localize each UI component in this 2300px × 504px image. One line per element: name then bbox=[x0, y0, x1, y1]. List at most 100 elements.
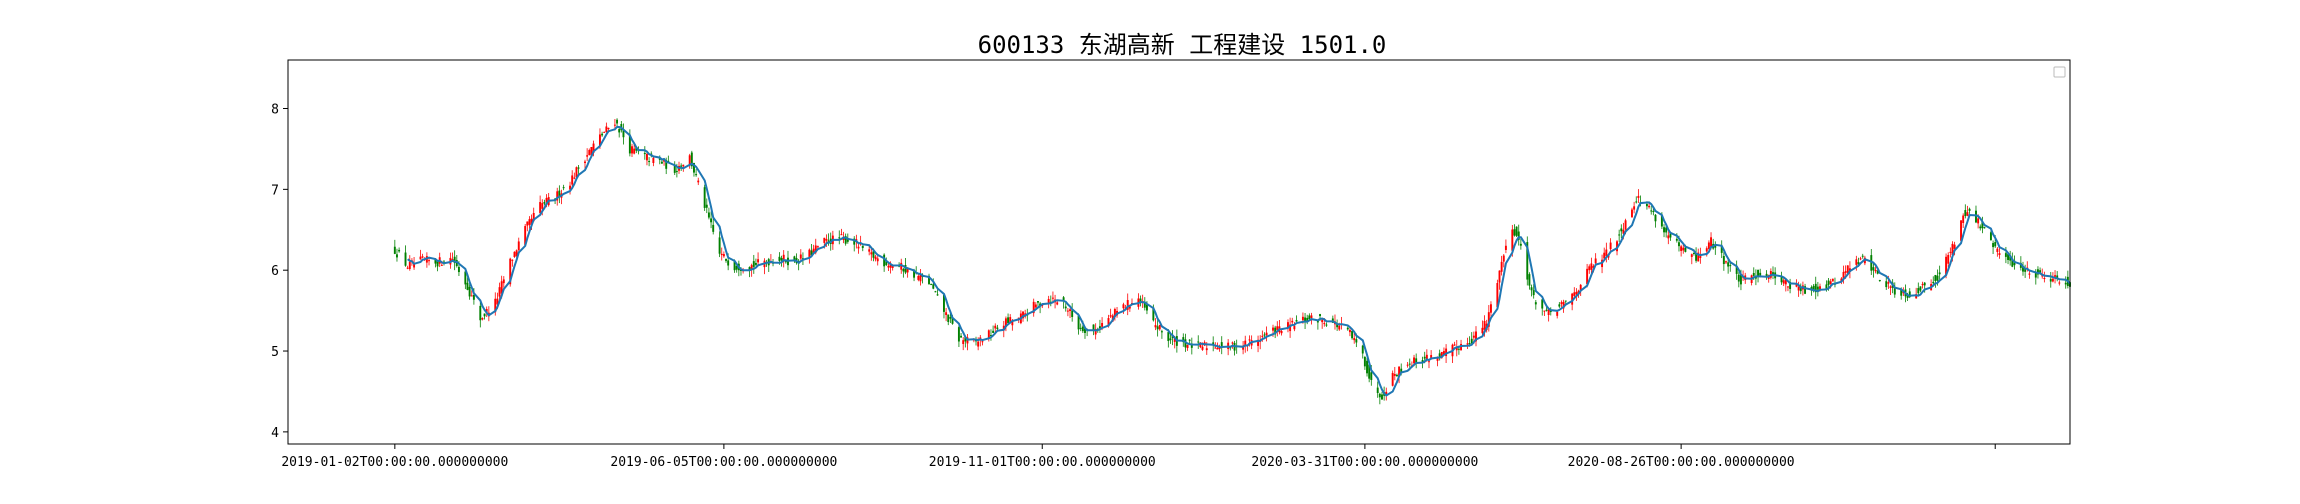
candle-body bbox=[1126, 300, 1129, 310]
candle-body bbox=[1526, 242, 1529, 280]
candle-body bbox=[902, 268, 905, 272]
candle-body bbox=[722, 254, 725, 257]
candle-body bbox=[992, 330, 995, 333]
candle-body bbox=[1336, 324, 1339, 328]
candle-body bbox=[530, 218, 533, 226]
candle-body bbox=[1680, 246, 1683, 251]
candle-body bbox=[1819, 286, 1821, 291]
candle-body bbox=[682, 164, 685, 167]
candle-body bbox=[1720, 246, 1723, 253]
candle-body bbox=[1398, 366, 1401, 377]
candle-body bbox=[667, 160, 670, 162]
candle-body bbox=[1889, 286, 1892, 288]
candle-body bbox=[466, 282, 469, 290]
candle-body bbox=[1513, 229, 1516, 236]
candle-body bbox=[720, 253, 723, 256]
candle-body bbox=[1293, 325, 1296, 330]
candle-body bbox=[1722, 256, 1725, 265]
candle-body bbox=[2043, 278, 2046, 280]
candle-body bbox=[660, 161, 663, 164]
legend-box[interactable] bbox=[2053, 66, 2066, 78]
x-tick-label: 2020-08-26T00:00:00.000000000 bbox=[1568, 455, 1795, 470]
candle-body bbox=[622, 130, 625, 138]
candle-body bbox=[1844, 271, 1847, 273]
candle-body bbox=[799, 254, 802, 259]
candle-body bbox=[1981, 221, 1984, 229]
candle-body bbox=[1295, 320, 1298, 322]
candle-body bbox=[874, 256, 877, 260]
candle-body bbox=[695, 174, 698, 176]
candle-body bbox=[2051, 278, 2054, 282]
candle-body bbox=[2049, 278, 2052, 282]
candle-body bbox=[2007, 254, 2009, 260]
candle-body bbox=[1515, 226, 1518, 236]
candle-body bbox=[887, 265, 890, 268]
candle-body bbox=[1051, 297, 1054, 299]
candle-body bbox=[1325, 324, 1328, 326]
candle-body bbox=[870, 252, 873, 255]
candle-body bbox=[1579, 284, 1582, 291]
y-tick-label: 7 bbox=[271, 183, 279, 198]
candle-body bbox=[1543, 310, 1546, 312]
candle-body bbox=[780, 258, 783, 261]
candle-body bbox=[1101, 323, 1104, 327]
candle-body bbox=[1201, 346, 1204, 350]
candle-body bbox=[481, 318, 484, 320]
candle-body bbox=[665, 160, 668, 169]
candle-body bbox=[808, 249, 811, 257]
candle-body bbox=[990, 335, 992, 337]
moving-average-line bbox=[407, 125, 2071, 397]
candle-body bbox=[479, 305, 482, 321]
candle-body bbox=[556, 191, 559, 201]
candle-body bbox=[1378, 393, 1381, 398]
candle-body bbox=[1934, 275, 1937, 282]
candle-body bbox=[1276, 326, 1279, 331]
candle-body bbox=[1066, 310, 1069, 312]
candle-body bbox=[1460, 343, 1463, 351]
candle-body bbox=[1855, 259, 1858, 265]
candle-body bbox=[1502, 255, 1505, 262]
candle-body bbox=[1442, 351, 1445, 355]
candle-body bbox=[598, 134, 601, 146]
candle-body bbox=[1143, 302, 1146, 308]
candle-body bbox=[1660, 215, 1663, 227]
candle-body bbox=[1532, 290, 1535, 296]
candle-body bbox=[472, 294, 475, 300]
candle-body bbox=[1737, 274, 1740, 282]
candle-body bbox=[1846, 265, 1849, 274]
candle-body bbox=[1840, 278, 1843, 282]
candle-body bbox=[1921, 284, 1924, 286]
candle-body bbox=[1951, 243, 1954, 255]
candle-body bbox=[1272, 327, 1274, 331]
candle-body bbox=[1558, 304, 1561, 307]
candle-body bbox=[883, 254, 886, 267]
candle-body bbox=[2058, 282, 2061, 284]
candle-body bbox=[1453, 344, 1456, 346]
candle-body bbox=[1421, 360, 1424, 363]
candle-body bbox=[1586, 268, 1589, 285]
candle-body bbox=[1457, 348, 1460, 350]
candle-body bbox=[928, 275, 930, 284]
candle-body bbox=[1481, 327, 1484, 334]
candle-body bbox=[539, 202, 542, 214]
candle-body bbox=[846, 238, 849, 242]
candle-body bbox=[1391, 372, 1394, 386]
candle-body bbox=[996, 327, 999, 329]
candle-body bbox=[1992, 243, 1995, 248]
candle-body bbox=[1500, 261, 1503, 272]
candle-body bbox=[1996, 248, 1999, 252]
candle-body bbox=[1498, 270, 1501, 283]
candle-body bbox=[1280, 331, 1283, 334]
candle-body bbox=[1804, 286, 1807, 294]
candle-body bbox=[1216, 347, 1219, 350]
candle-body bbox=[1094, 328, 1097, 335]
candle-body bbox=[1113, 308, 1116, 317]
candle-body bbox=[919, 274, 922, 282]
candle-body bbox=[1609, 242, 1612, 250]
candle-body bbox=[1169, 338, 1172, 341]
candle-body bbox=[816, 246, 819, 248]
candle-body bbox=[1754, 276, 1757, 279]
candle-body bbox=[740, 269, 742, 271]
candle-body bbox=[1938, 272, 1941, 275]
candle-body bbox=[1707, 242, 1710, 249]
